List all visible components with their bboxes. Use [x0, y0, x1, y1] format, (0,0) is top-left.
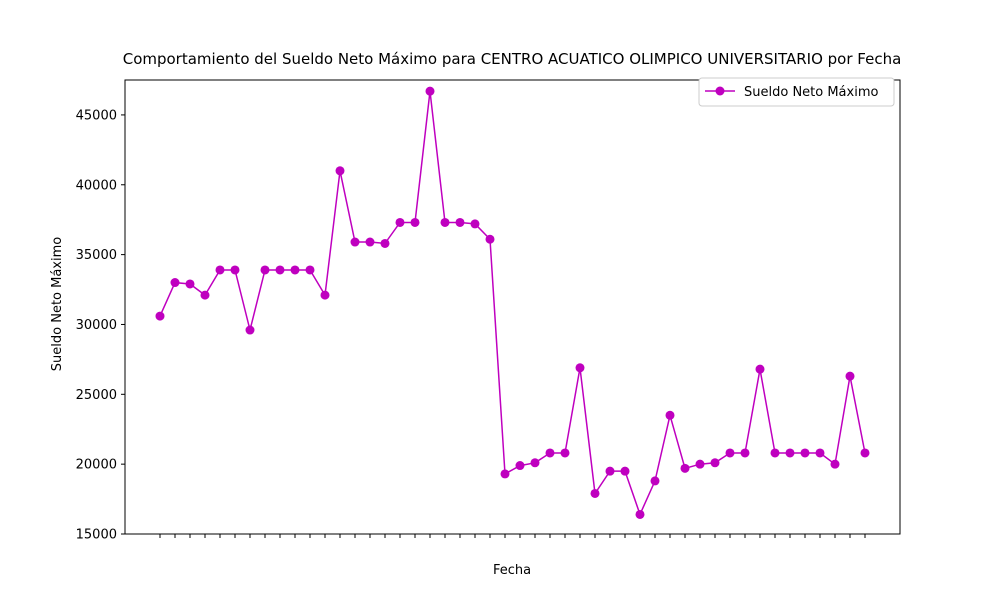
data-point	[230, 265, 240, 275]
legend-entry-label: Sueldo Neto Máximo	[744, 85, 878, 100]
data-point	[620, 466, 630, 476]
data-point	[185, 279, 195, 289]
data-point	[305, 265, 315, 275]
plot-frame	[124, 79, 901, 535]
legend: Sueldo Neto Máximo	[698, 77, 895, 107]
data-point	[260, 265, 270, 275]
data-point	[485, 234, 495, 244]
data-point	[470, 219, 480, 229]
data-point	[815, 448, 825, 458]
legend-marker	[715, 86, 725, 96]
data-point	[455, 217, 465, 227]
data-point	[545, 448, 555, 458]
data-point	[215, 265, 225, 275]
data-point	[725, 448, 735, 458]
data-point	[170, 278, 180, 288]
data-point	[320, 290, 330, 300]
data-point	[560, 448, 570, 458]
y-axis-ticks: 15000 20000 25000 30000 35000 40000 45000	[76, 108, 125, 543]
data-point	[530, 458, 540, 468]
data-point	[290, 265, 300, 275]
data-point	[365, 237, 375, 247]
data-point	[350, 237, 360, 247]
data-point	[575, 363, 585, 373]
data-point	[710, 458, 720, 468]
data-point	[515, 461, 525, 471]
legend-box	[698, 77, 895, 107]
data-point	[650, 476, 660, 486]
data-point	[860, 448, 870, 458]
chart-title: Comportamiento del Sueldo Neto Máximo pa…	[123, 50, 902, 68]
y-tick-label: 25000	[76, 388, 117, 403]
data-point	[665, 410, 675, 420]
data-point	[755, 364, 765, 374]
y-axis-label: Sueldo Neto Máximo	[50, 237, 65, 371]
y-tick-label: 30000	[76, 318, 117, 333]
data-point	[380, 238, 390, 248]
data-point	[845, 371, 855, 381]
x-axis-label: Fecha	[493, 563, 531, 578]
data-point	[740, 448, 750, 458]
data-point	[155, 311, 165, 321]
data-point	[500, 469, 510, 479]
data-point	[680, 463, 690, 473]
y-tick-label: 20000	[76, 458, 117, 473]
data-point	[605, 466, 615, 476]
data-point	[830, 459, 840, 469]
data-point	[275, 265, 285, 275]
data-point	[440, 217, 450, 227]
data-point	[410, 217, 420, 227]
data-point	[395, 217, 405, 227]
data-point	[335, 166, 345, 176]
data-point	[770, 448, 780, 458]
data-point	[635, 509, 645, 519]
data-point	[695, 459, 705, 469]
series-layer	[155, 86, 870, 519]
y-tick-label: 40000	[76, 178, 117, 193]
data-point	[425, 86, 435, 96]
data-point	[785, 448, 795, 458]
data-point	[200, 290, 210, 300]
data-point	[800, 448, 810, 458]
data-point	[590, 488, 600, 498]
x-axis-ticks	[159, 534, 866, 538]
data-point	[245, 325, 255, 335]
y-tick-label: 45000	[76, 108, 117, 123]
y-tick-label: 35000	[76, 248, 117, 263]
y-tick-label: 15000	[76, 528, 117, 543]
